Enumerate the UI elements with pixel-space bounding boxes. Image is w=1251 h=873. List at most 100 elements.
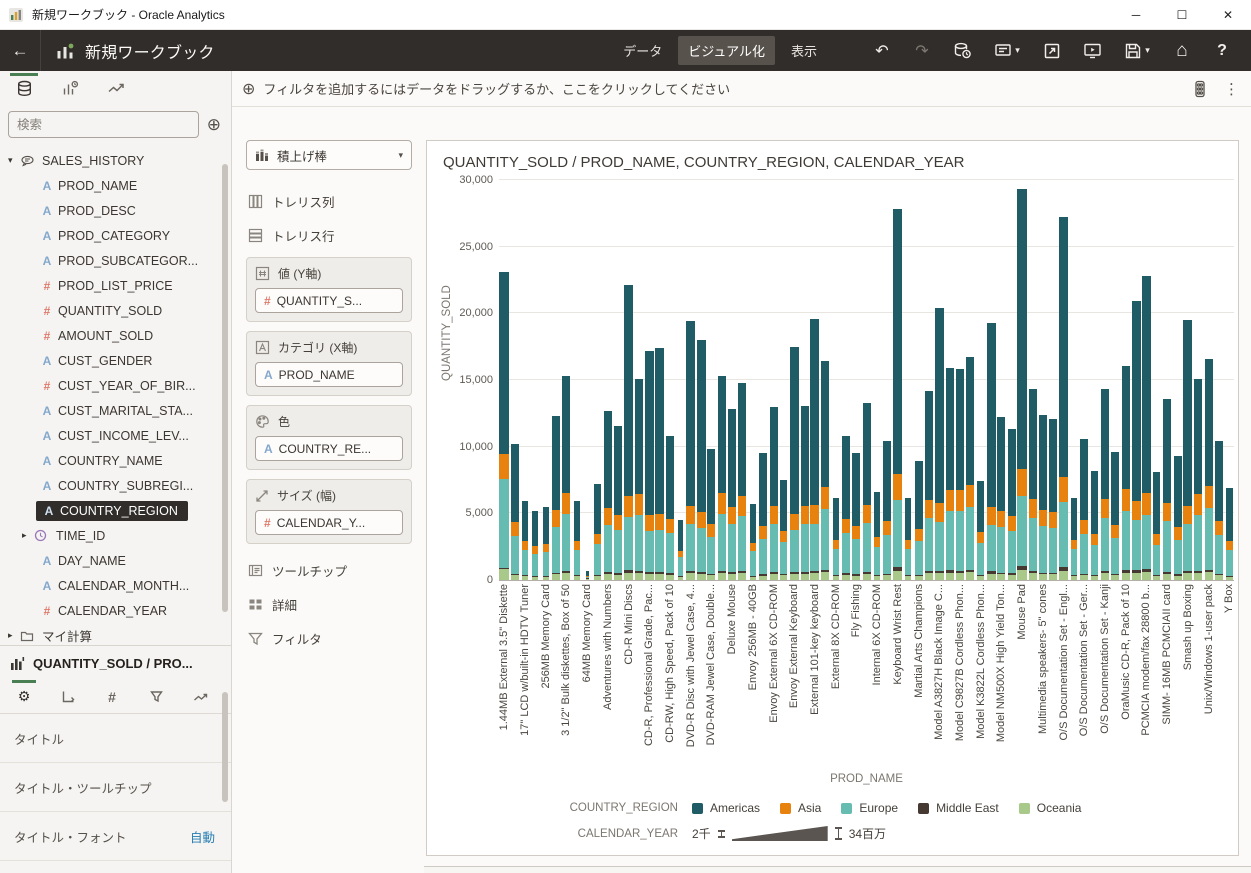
drop-zone-2[interactable]: 色ACOUNTRY_RE... [246, 405, 412, 470]
field-row-5[interactable]: #QUANTITY_SOLD [0, 298, 231, 323]
bar-segment-americas[interactable] [1101, 389, 1109, 499]
bar-segment-americas[interactable] [1194, 379, 1202, 495]
bar-segment-asia[interactable] [801, 506, 809, 523]
bar-segment-europe[interactable] [842, 533, 850, 573]
bar-segment-asia[interactable] [707, 524, 715, 537]
bar-segment-asia[interactable] [893, 474, 902, 500]
bar-segment-europe[interactable] [1029, 518, 1037, 571]
bar-segment-oceania[interactable] [852, 576, 860, 580]
stacked-bar-64[interactable] [1163, 399, 1171, 580]
home-icon[interactable]: ⌂ [1167, 37, 1197, 65]
bar-segment-americas[interactable] [1008, 429, 1016, 516]
tab-data-elements[interactable] [12, 71, 36, 105]
bar-segment-asia[interactable] [987, 507, 996, 525]
appbar-tab-1[interactable]: ビジュアル化 [678, 36, 775, 65]
bar-segment-americas[interactable] [1142, 276, 1151, 493]
tab-general-gear-icon[interactable]: ⚙ [14, 680, 34, 714]
bar-segment-asia[interactable] [1039, 510, 1047, 527]
bar-segment-americas[interactable] [759, 453, 767, 526]
bar-segment-europe[interactable] [1153, 545, 1160, 575]
trellis-rows-zone[interactable]: トレリス行 [246, 218, 412, 252]
legend-item-europe[interactable]: Europe [841, 801, 898, 815]
bar-segment-americas[interactable] [574, 501, 580, 542]
bar-segment-oceania[interactable] [842, 575, 850, 580]
bar-segment-oceania[interactable] [915, 576, 923, 580]
bar-segment-oceania[interactable] [977, 576, 984, 580]
bar-segment-americas[interactable] [1029, 389, 1037, 499]
expanded-icon[interactable]: ▾ [8, 155, 20, 166]
bar-segment-asia[interactable] [874, 537, 880, 547]
bar-segment-americas[interactable] [728, 409, 736, 507]
stacked-bar-61[interactable] [1132, 301, 1141, 580]
stacked-bar-17[interactable] [678, 520, 683, 580]
stacked-bar-7[interactable] [574, 501, 580, 581]
bar-segment-oceania[interactable] [997, 574, 1005, 580]
bar-segment-americas[interactable] [1163, 399, 1171, 503]
bar-segment-oceania[interactable] [511, 575, 519, 580]
bar-segment-oceania[interactable] [1008, 575, 1016, 580]
bar-segment-europe[interactable] [686, 524, 695, 571]
bar-segment-oceania[interactable] [925, 573, 933, 580]
field-row-12[interactable]: ACOUNTRY_SUBREGI... [0, 473, 231, 498]
bar-segment-americas[interactable] [790, 347, 799, 513]
bar-segment-asia[interactable] [614, 515, 622, 530]
bar-segment-oceania[interactable] [707, 575, 715, 580]
bar-segment-europe[interactable] [707, 537, 715, 574]
bar-segment-europe[interactable] [532, 554, 538, 576]
stacked-bar-68[interactable] [1205, 359, 1213, 580]
bar-segment-americas[interactable] [511, 444, 519, 522]
stacked-bar-34[interactable] [852, 453, 860, 580]
add-filter-icon[interactable]: ⊕ [242, 79, 255, 99]
bar-segment-oceania[interactable] [655, 574, 664, 580]
field-row-0[interactable]: APROD_NAME [0, 173, 231, 198]
bar-segment-asia[interactable] [770, 506, 778, 523]
bar-segment-oceania[interactable] [499, 569, 509, 580]
bar-segment-europe[interactable] [759, 539, 767, 575]
stacked-bar-36[interactable] [874, 492, 880, 580]
field-row-4[interactable]: #PROD_LIST_PRICE [0, 273, 231, 298]
stacked-bar-32[interactable] [833, 498, 839, 580]
bar-segment-americas[interactable] [780, 480, 787, 531]
bar-segment-oceania[interactable] [645, 574, 654, 580]
bar-segment-americas[interactable] [614, 426, 622, 515]
stacked-bar-65[interactable] [1174, 456, 1182, 580]
field-row-13[interactable]: ACOUNTRY_REGION [0, 498, 231, 523]
bar-segment-oceania[interactable] [1111, 575, 1119, 580]
bar-segment-asia[interactable] [522, 541, 528, 550]
bar-segment-europe[interactable] [697, 528, 706, 571]
bar-segment-americas[interactable] [678, 520, 683, 551]
bar-segment-asia[interactable] [1049, 512, 1057, 528]
stacked-bar-45[interactable] [966, 357, 974, 580]
bar-segment-americas[interactable] [635, 379, 643, 495]
stacked-bar-56[interactable] [1080, 439, 1088, 580]
bar-segment-asia[interactable] [1071, 540, 1077, 549]
tab-visualizations[interactable] [58, 71, 82, 105]
stacked-bar-31[interactable] [821, 361, 829, 580]
bar-segment-oceania[interactable] [790, 574, 799, 580]
bar-segment-americas[interactable] [977, 481, 984, 532]
bar-segment-europe[interactable] [925, 518, 933, 571]
field-row-9[interactable]: ACUST_MARITAL_STA... [0, 398, 231, 423]
bar-segment-asia[interactable] [810, 505, 819, 523]
bar-segment-europe[interactable] [655, 530, 664, 572]
bar-segment-americas[interactable] [1174, 456, 1182, 527]
collapsed-icon[interactable]: ▸ [22, 530, 34, 541]
bar-segment-oceania[interactable] [1049, 574, 1057, 580]
bar-segment-asia[interactable] [552, 510, 560, 526]
bar-segment-europe[interactable] [780, 542, 787, 574]
stacked-bar-12[interactable] [624, 285, 633, 580]
bar-segment-oceania[interactable] [1174, 576, 1182, 580]
bar-segment-europe[interactable] [893, 500, 902, 567]
bar-segment-americas[interactable] [956, 369, 964, 490]
bar-segment-europe[interactable] [499, 479, 509, 568]
bar-segment-oceania[interactable] [624, 573, 633, 580]
field-row-17[interactable]: #CALENDAR_YEAR [0, 598, 231, 623]
bar-segment-americas[interactable] [801, 406, 809, 506]
present-icon[interactable] [1077, 37, 1107, 65]
stacked-bar-24[interactable] [750, 504, 756, 580]
bar-segment-oceania[interactable] [966, 572, 974, 580]
stacked-bar-0[interactable] [499, 272, 509, 580]
bar-segment-europe[interactable] [1122, 511, 1130, 571]
bar-segment-oceania[interactable] [1091, 576, 1098, 580]
bar-segment-americas[interactable] [1183, 320, 1192, 506]
